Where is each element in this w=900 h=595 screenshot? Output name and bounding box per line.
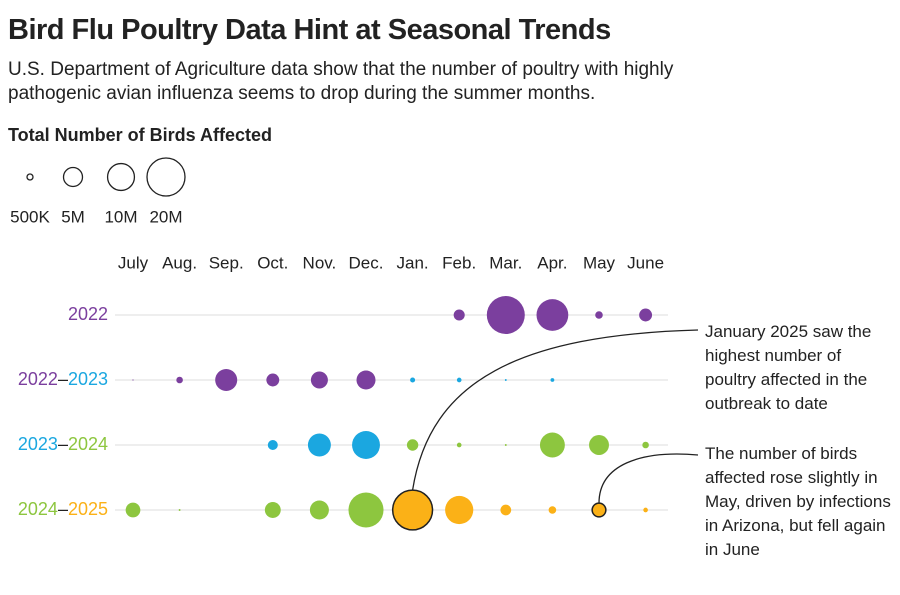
chart-title: Bird Flu Poultry Data Hint at Seasonal T… — [8, 14, 611, 46]
size-legend-circle — [26, 173, 34, 181]
bubble — [309, 500, 329, 520]
x-tick-label: Jan. — [397, 253, 429, 272]
size-legend-circle — [62, 166, 84, 188]
bubble — [589, 435, 609, 455]
row-label: 2022 — [68, 304, 108, 324]
row-label-part: – — [58, 434, 68, 454]
x-tick-label: Dec. — [349, 253, 384, 272]
bubble — [548, 506, 557, 514]
row-label-part: 2022 — [68, 304, 108, 324]
bubble — [639, 308, 653, 322]
bubble — [215, 369, 238, 391]
bubble — [643, 507, 648, 513]
size-legend-label: 20M — [149, 207, 182, 226]
size-legend-circle — [146, 157, 186, 197]
row-label: 2022–2023 — [18, 369, 108, 389]
bubble — [132, 379, 134, 381]
row-label-part: 2023 — [18, 434, 58, 454]
annotation: The number of birds affected rose slight… — [705, 444, 891, 559]
annotation: January 2025 saw the highest number of p… — [705, 322, 872, 413]
annotation-connector — [411, 329, 699, 491]
row-label-part: – — [58, 369, 68, 389]
bubble — [445, 495, 474, 525]
row-label-part: 2025 — [68, 499, 108, 519]
size-legend-label: 500K — [10, 207, 50, 226]
bubble — [410, 377, 416, 383]
bubble — [310, 371, 328, 389]
bubble — [539, 432, 565, 458]
bubble — [500, 504, 512, 516]
bubble — [266, 373, 280, 387]
x-tick-label: Feb. — [442, 253, 476, 272]
size-legend-label: 5M — [61, 207, 85, 226]
row-label-part: 2023 — [68, 369, 108, 389]
bubble — [486, 296, 525, 334]
x-tick-label: May — [583, 253, 616, 272]
bubble — [356, 370, 376, 390]
x-tick-label: Mar. — [489, 253, 522, 272]
size-legend-title: Total Number of Birds Affected — [8, 125, 272, 145]
row-label-part: 2022 — [18, 369, 58, 389]
bubble — [591, 502, 607, 518]
bubble — [178, 509, 181, 511]
row-label-part: – — [58, 499, 68, 519]
bubble — [536, 299, 569, 331]
x-tick-label: July — [118, 253, 149, 272]
row-label-part: 2024 — [68, 434, 108, 454]
x-tick-label: June — [627, 253, 664, 272]
row-label: 2023–2024 — [18, 434, 108, 454]
bubble — [453, 309, 465, 321]
bubble — [391, 489, 434, 531]
x-tick-label: Aug. — [162, 253, 197, 272]
x-tick-label: Oct. — [257, 253, 288, 272]
bubble — [264, 502, 281, 518]
bubble — [504, 444, 507, 446]
row-label-part: 2024 — [18, 499, 58, 519]
bubble — [595, 311, 603, 319]
bubble — [456, 442, 462, 448]
bubble — [348, 492, 384, 528]
size-legend-label: 10M — [104, 207, 137, 226]
chart-subtitle: U.S. Department of Agriculture data show… — [8, 59, 674, 104]
x-tick-label: Apr. — [537, 253, 567, 272]
bubble — [352, 431, 380, 459]
x-tick-label: Sep. — [209, 253, 244, 272]
size-legend-circle — [106, 162, 136, 192]
bubble — [406, 439, 419, 451]
bubble — [267, 439, 278, 451]
bubble — [307, 433, 331, 457]
bubble — [456, 377, 462, 383]
bubble — [550, 378, 555, 382]
annotation-connector — [598, 453, 699, 504]
x-tick-label: Nov. — [303, 253, 337, 272]
bubble — [504, 379, 507, 381]
bubble — [176, 376, 183, 384]
bubble — [125, 502, 141, 518]
bubble — [642, 441, 649, 449]
row-label: 2024–2025 — [18, 499, 108, 519]
